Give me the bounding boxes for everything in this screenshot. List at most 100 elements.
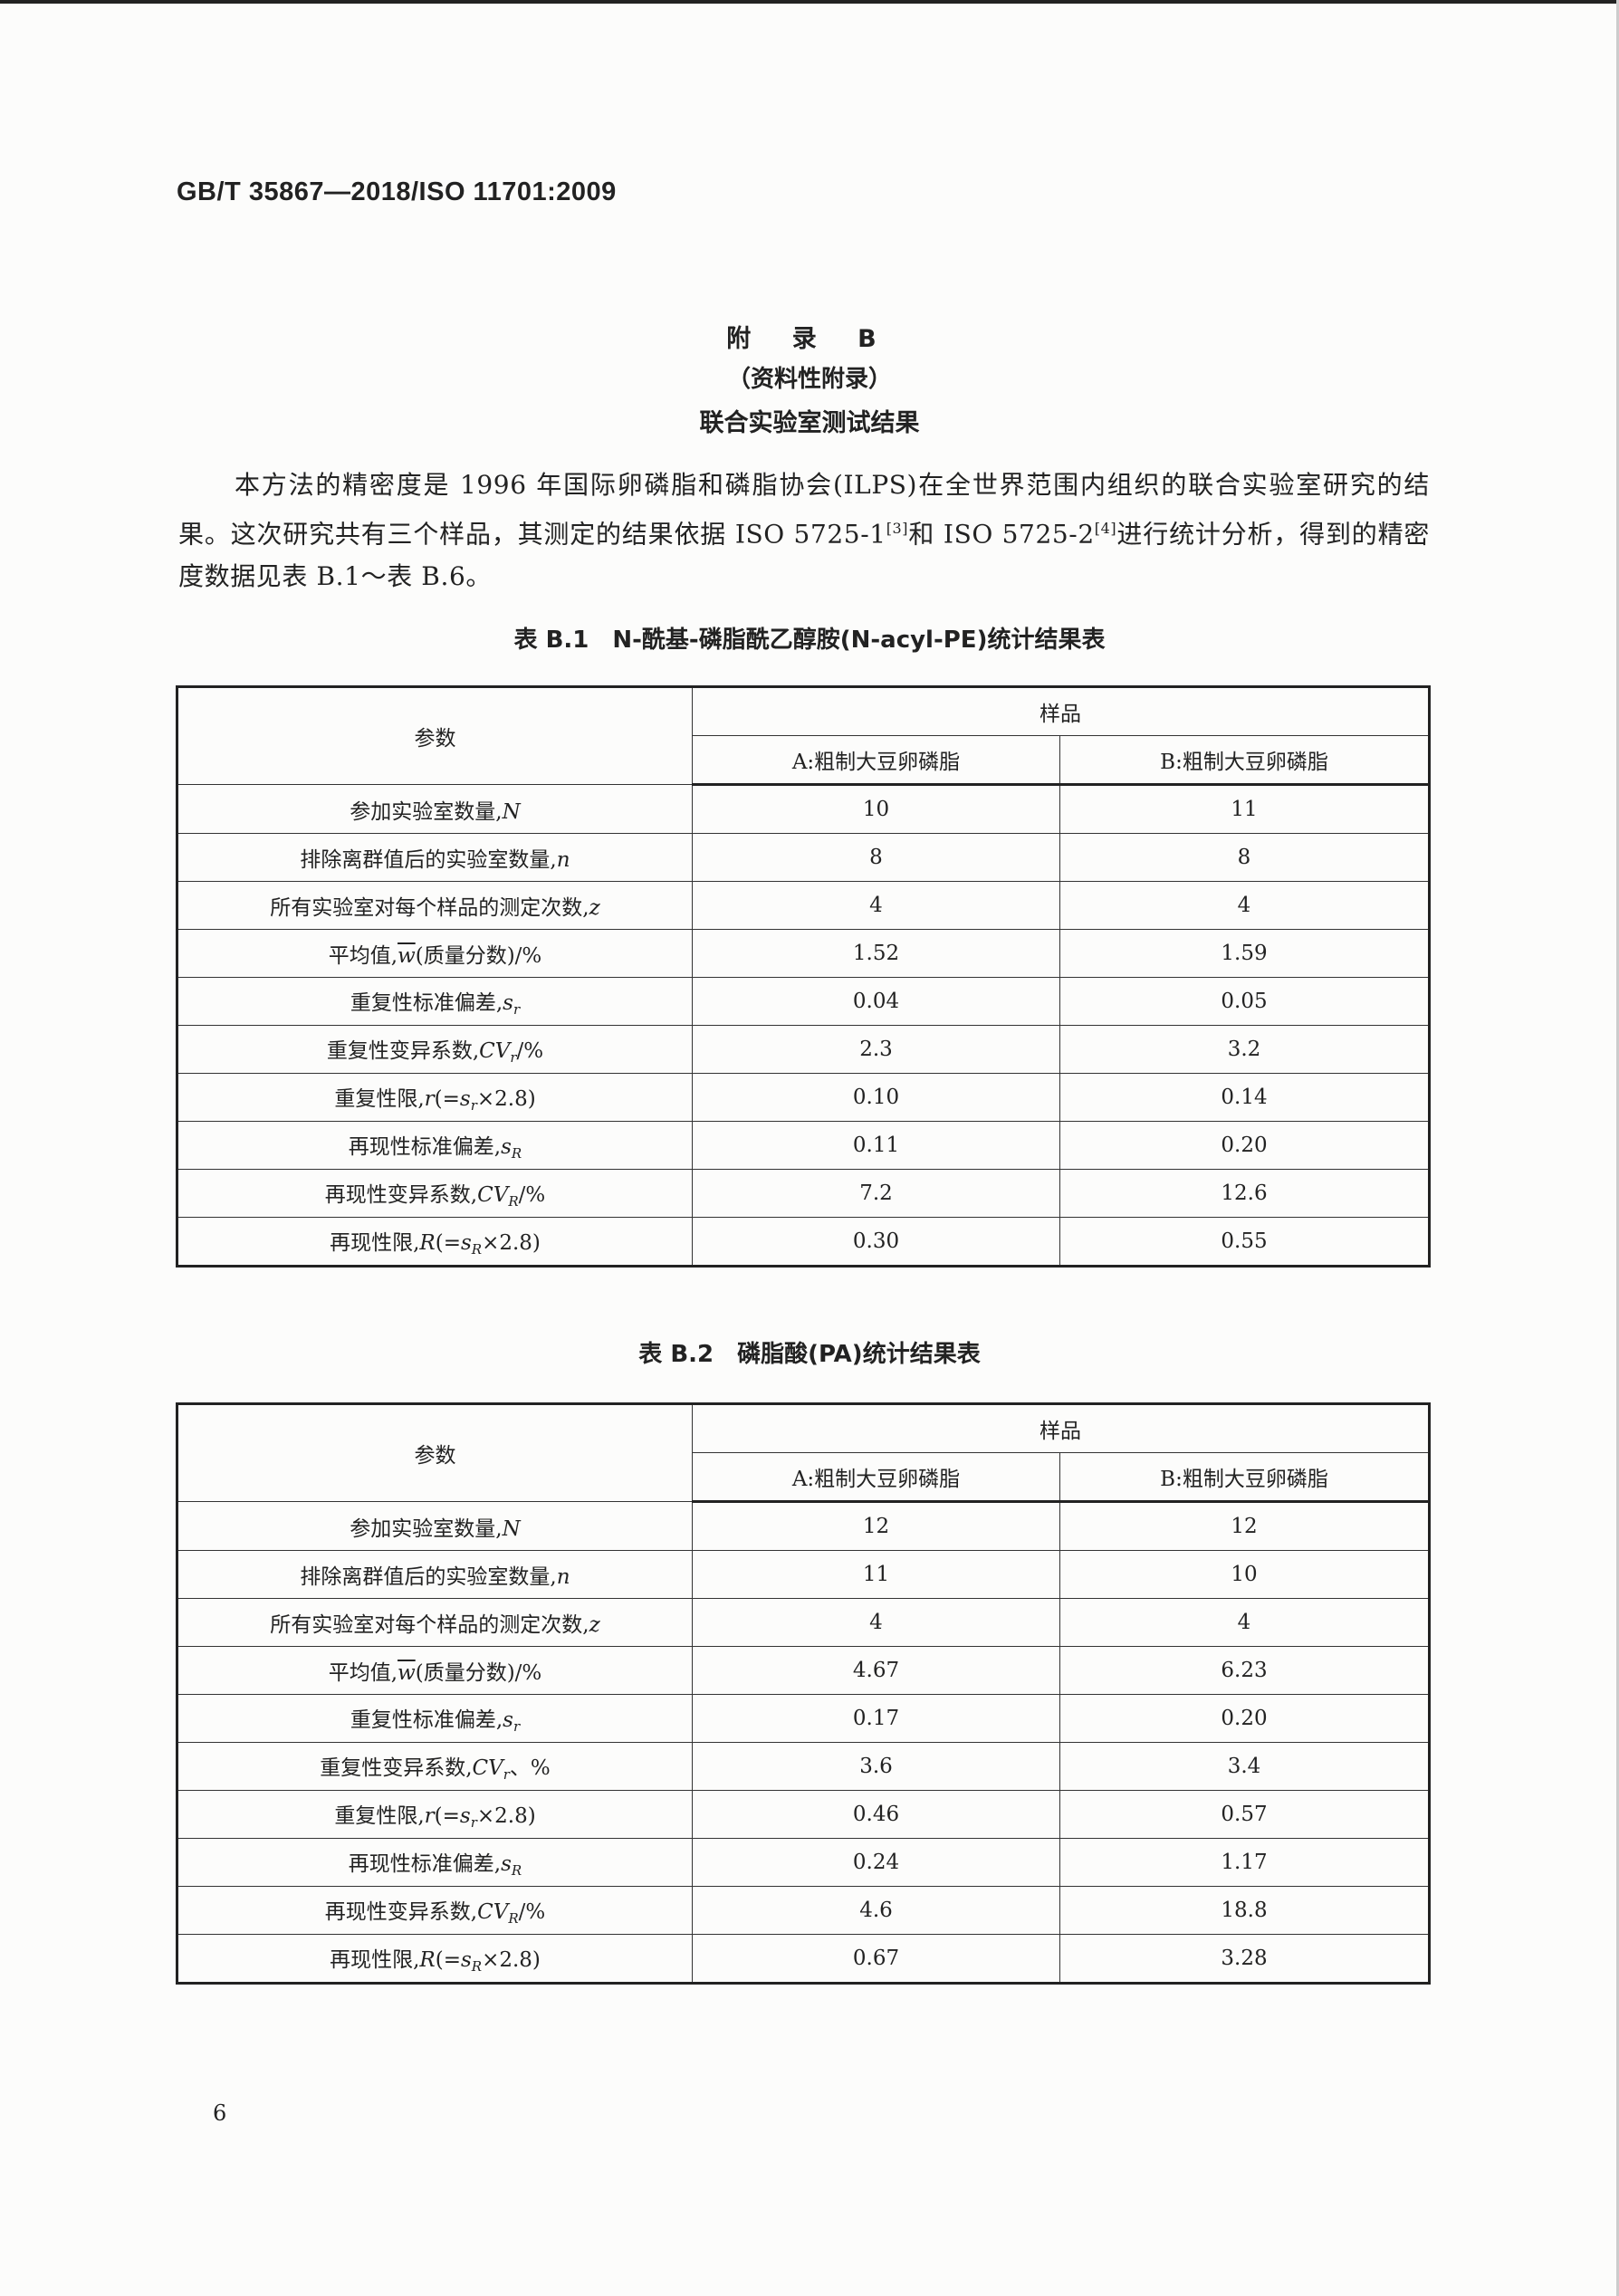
sample-b-value: 4 [1059,881,1430,930]
sample-b-value: 3.2 [1059,1025,1430,1074]
sample-a-value: 0.24 [692,1838,1060,1887]
page-number: 6 [213,2100,227,2126]
standard-number: GB/T 35867—2018/ISO 11701:2009 [177,177,617,206]
annex-type: （资料性附录） [726,366,892,393]
table-row: 平均值,w(质量分数)/% 1.52 1.59 [177,929,1430,978]
sample-header: 样品 [692,686,1430,736]
label-segment: R [511,1145,522,1162]
sample-a-value: 7.2 [692,1169,1060,1218]
label-segment: 再现性标准偏差, [348,1135,502,1159]
table-row: 参加实验室数量,N 12 12 [177,1501,1430,1551]
label-segment: 所有实验室对每个样品的测定次数, [270,1613,589,1637]
table-row: 重复性标准偏差,sr 0.04 0.05 [177,977,1430,1026]
sample-b-value: 3.4 [1059,1742,1430,1791]
label-segment: 平均值, [328,944,398,968]
parameter-label: 排除离群值后的实验室数量,n [177,1550,693,1599]
label-segment: r [513,1718,521,1735]
label-segment: R [471,1958,483,1975]
sample-a-value: 4.6 [692,1886,1060,1935]
label-segment: (= [434,1804,460,1828]
intro-text-3: 进行统计分析，得到的精密度数据见表 B.1～表 B.6。 [178,518,1431,592]
sample-b-value: 12 [1059,1501,1430,1551]
label-segment: s [459,1087,471,1111]
sample-b-value: 10 [1059,1550,1430,1599]
parameter-label: 参加实验室数量,N [177,784,693,834]
label-segment: n [556,848,570,872]
sample-a-value: 0.17 [692,1694,1060,1743]
header-row: 参数 样品 [177,686,1430,785]
reference-4: [4] [1094,519,1117,537]
table-b1-caption: 表 B.1 N-酰基-磷脂酰乙醇胺(N-acyl-PE)统计结果表 [513,627,1106,654]
label-segment: 排除离群值后的实验室数量, [300,848,557,872]
sample-a-value: 4.67 [692,1646,1060,1695]
header-row: A:粗制大豆卵磷脂 B:粗制大豆卵磷脂 [177,1452,1430,1503]
sample-a-value: 0.11 [692,1121,1060,1170]
sample-a-value: 0.04 [692,977,1060,1026]
label-segment: N [502,799,521,824]
table-row: 重复性限,r(=sr×2.8) 0.46 0.57 [177,1790,1430,1839]
table-row: 再现性变异系数,CVR/% 7.2 12.6 [177,1169,1430,1218]
intro-text-2: 和 ISO 5725-2 [908,518,1095,549]
sample-a-value: 12 [692,1501,1060,1551]
parameter-label: 重复性限,r(=sr×2.8) [177,1790,693,1839]
parameter-label: 平均值,w(质量分数)/% [177,1646,693,1695]
table-row: 重复性变异系数,CVr/% 2.3 3.2 [177,1025,1430,1074]
sample-a-header: A:粗制大豆卵磷脂 [692,1452,1060,1503]
parameter-label: 再现性限,R(=sR×2.8) [177,1217,693,1267]
label-segment: 重复性标准偏差, [350,1708,503,1732]
parameter-label: 再现性变异系数,CVR/% [177,1169,693,1218]
label-segment: R [471,1241,483,1258]
label-segment: 所有实验室对每个样品的测定次数, [270,896,589,920]
parameter-label: 再现性标准偏差,sR [177,1838,693,1887]
label-segment: R [508,1910,519,1927]
label-segment: ×2.8) [482,1948,541,1972]
parameter-label: 排除离群值后的实验室数量,n [177,833,693,882]
label-segment: /% [518,1183,546,1207]
table-row: 再现性标准偏差,sR 0.24 1.17 [177,1838,1430,1887]
label-segment: 重复性限, [334,1804,425,1828]
label-segment: (= [434,1087,460,1111]
label-segment: n [556,1565,570,1589]
label-segment: s [503,991,513,1015]
label-segment: /% [518,1900,546,1924]
label-segment: r [510,1049,517,1066]
parameter-label: 参加实验室数量,N [177,1501,693,1551]
reference-3: [3] [886,519,909,537]
sample-a-value: 1.52 [692,929,1060,978]
label-segment: 再现性标准偏差, [348,1852,502,1876]
label-segment: r [424,1087,435,1111]
sample-b-value: 12.6 [1059,1169,1430,1218]
label-segment: w [398,1661,416,1685]
sample-header: 样品 [692,1403,1430,1453]
sample-a-value: 10 [692,784,1060,834]
label-segment: 排除离群值后的实验室数量, [300,1565,557,1589]
table-row: 所有实验室对每个样品的测定次数,z 4 4 [177,881,1430,930]
label-segment: CV [472,1756,503,1780]
param-header: 参数 [177,1403,693,1502]
table-row: 再现性限,R(=sR×2.8) 0.30 0.55 [177,1217,1430,1267]
table-row: 再现性变异系数,CVR/% 4.6 18.8 [177,1886,1430,1935]
sample-b-value: 6.23 [1059,1646,1430,1695]
label-segment: s [459,1804,471,1828]
sample-b-value: 0.20 [1059,1694,1430,1743]
annex-name: 联合实验室测试结果 [699,409,920,437]
page-top-edge [0,0,1619,4]
param-header: 参数 [177,686,693,785]
sample-b-value: 18.8 [1059,1886,1430,1935]
sample-b-header: B:粗制大豆卵磷脂 [1059,735,1430,786]
label-segment: 再现性限, [330,1231,420,1255]
label-segment: 重复性标准偏差, [350,991,503,1015]
sample-b-value: 0.57 [1059,1790,1430,1839]
label-segment: (质量分数)/% [415,1661,542,1685]
annex-title: 附 录 B [726,325,893,353]
sample-b-value: 1.59 [1059,929,1430,978]
label-segment: z [589,1613,600,1637]
label-segment: R [508,1193,519,1210]
label-segment: s [501,1135,512,1159]
sample-a-value: 0.10 [692,1073,1060,1122]
label-segment: 、% [509,1756,551,1780]
intro-text-1: 本方法的精密度是 1996 年国际卵磷脂和磷脂协会(ILPS)在全世界范围内组织… [178,470,1430,549]
label-segment: s [501,1852,512,1876]
label-segment: 参加实验室数量, [350,799,503,824]
label-segment: ×2.8) [476,1087,536,1111]
